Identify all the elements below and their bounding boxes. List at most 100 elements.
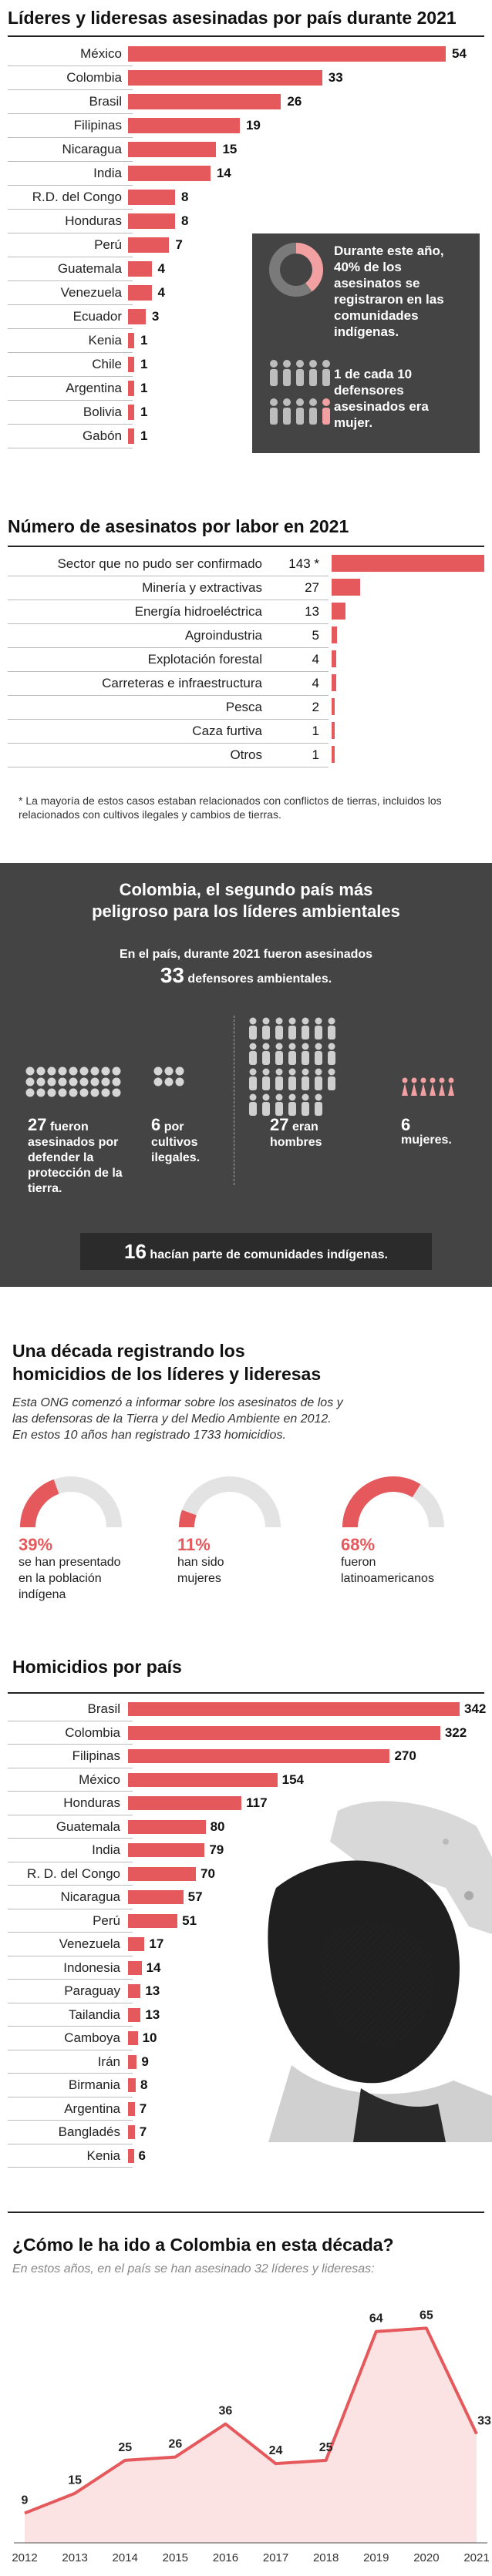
country-chile-value: 1 [140, 357, 148, 371]
dot-icon [36, 1066, 45, 1076]
person-icon [296, 398, 304, 425]
panel-intro: En el país, durante 2021 fueron asesinad… [119, 948, 373, 961]
country-bolivia-bar [128, 405, 134, 420]
labor-caza-furtiva-label: Caza furtiva [192, 724, 262, 738]
country-r-d-del-congo-value: 8 [181, 190, 189, 204]
row-divider [8, 400, 133, 401]
homicides-india-bar [128, 1843, 205, 1857]
area-fill [25, 2328, 477, 2543]
x-tick-label: 2015 [163, 2551, 188, 2564]
dot-icon [69, 1066, 78, 1076]
woman-icon [420, 1077, 426, 1096]
homicides-honduras-value: 117 [246, 1795, 268, 1810]
homicides-banglades-bar [128, 2125, 135, 2139]
labor-agroindustria-bar [332, 626, 337, 643]
dot-icon [79, 1088, 89, 1097]
homicides-paraguay-bar [128, 1984, 141, 1998]
women-figures-icon [402, 1077, 454, 1096]
panel-total-text: defensores ambientales. [187, 972, 332, 986]
section-country-2021: Líderes y lideresas asesinadas por país … [0, 0, 492, 462]
data-label: 9 [22, 2494, 29, 2507]
homicides-banglades-value: 7 [139, 2124, 147, 2139]
dot-icon [112, 1088, 121, 1097]
gauge-icon [20, 1476, 122, 1528]
row-divider [8, 647, 329, 648]
row-divider [8, 137, 133, 138]
dot-icon [175, 1066, 184, 1076]
person-icon [322, 360, 330, 386]
country-nicaragua-bar [128, 142, 217, 157]
homicides-venezuela-bar [128, 1937, 145, 1951]
section5-rule [8, 1692, 484, 1694]
man-icon [275, 1093, 283, 1116]
dot-icon [101, 1077, 110, 1086]
row-divider [8, 719, 329, 720]
homicides-indonesia-value: 14 [146, 1960, 161, 1975]
man-icon [302, 1093, 309, 1116]
woman-icon [402, 1077, 408, 1096]
gauge-caption-line: latinoamericanos [341, 1572, 434, 1585]
section6-title: ¿Cómo le ha ido a Colombia en esta décad… [12, 2235, 394, 2255]
man-icon [288, 1017, 296, 1039]
woman-icon [439, 1077, 445, 1096]
section-decade: Una década registrando los homicidios de… [0, 1310, 492, 1603]
country-filipinas-label: Filipinas [73, 118, 122, 133]
dot-icon [25, 1088, 35, 1097]
gauge-fill [342, 1476, 421, 1528]
woman-icon [411, 1077, 417, 1096]
x-tick-label: 2017 [263, 2551, 288, 2564]
man-icon [315, 1043, 322, 1065]
country-chile-label: Chile [92, 357, 122, 371]
gauge-caption-line: mujeres [177, 1572, 221, 1585]
dot-icon [47, 1088, 56, 1097]
homicides-iran-bar [128, 2054, 137, 2069]
country-colombia-bar [128, 70, 322, 86]
homicides-nicaragua-bar [128, 1890, 184, 1904]
person-icon [270, 398, 278, 425]
man-icon [262, 1068, 270, 1090]
homicides-camboya-value: 10 [142, 2030, 157, 2045]
country-gabon-value: 1 [140, 428, 148, 443]
man-icon [275, 1017, 283, 1039]
homicides-mexico-bar [128, 1772, 278, 1787]
man-icon [249, 1017, 257, 1039]
country-ecuador-value: 3 [151, 309, 160, 324]
row-divider [8, 328, 133, 329]
row-divider [8, 2026, 133, 2027]
colombia-area-chart: 9 2012 15 2013 25 2014 26 2015 36 2016 24 2017 25 201… [12, 2309, 491, 2564]
man-icon [328, 1017, 335, 1039]
woman-icon [448, 1077, 454, 1096]
section6-rule [8, 2212, 484, 2213]
homicides-kenia-label: Kenia [86, 2148, 120, 2163]
data-label: 65 [420, 2309, 433, 2322]
men-number: 27 [270, 1115, 289, 1134]
country-ecuador-bar [128, 309, 146, 324]
labor-otros-label: Otros [230, 747, 262, 762]
homicides-mexico-value: 154 [281, 1772, 304, 1787]
homicides-tailandia-value: 13 [145, 2007, 160, 2022]
dot-icon [112, 1077, 121, 1086]
homicides-nicaragua-value: 57 [187, 1889, 203, 1904]
homicides-argentina-value: 7 [139, 2101, 147, 2116]
row-divider [8, 743, 329, 744]
section-by-labor: Número de asesinatos por labor en 2021 S… [0, 501, 492, 832]
dot-icon [58, 1088, 67, 1097]
x-tick-label: 2016 [213, 2551, 238, 2564]
data-label: 25 [319, 2441, 333, 2454]
homicides-filipinas-value: 270 [394, 1748, 416, 1763]
panel-title-line1: Colombia, el segundo país más [119, 880, 373, 899]
dot-icon [69, 1088, 78, 1097]
row-divider [8, 424, 133, 425]
homicides-iran-label: Irán [97, 2054, 120, 2069]
section4-title-line1: Una década registrando los [12, 1341, 245, 1361]
data-label: 64 [369, 2312, 383, 2326]
section1-title: Líderes y lideresas asesinadas por país … [8, 8, 457, 28]
labor-carreteras-e-infraestructura-value: 4 [312, 676, 319, 690]
man-icon [275, 1068, 283, 1090]
section-homicides-country: Homicidios por país Brasil 342 Colombia 322… [0, 1603, 492, 2196]
indigenous-banner: 16 hacían parte de comunidades indígenas… [80, 1233, 432, 1270]
country-peru-value: 7 [175, 237, 183, 252]
section1-info-box: Durante este año, 40% de los asesinatos … [252, 233, 480, 453]
homicides-r-d-del-congo-value: 70 [201, 1866, 215, 1881]
gauge-percent: 11% [177, 1535, 211, 1554]
